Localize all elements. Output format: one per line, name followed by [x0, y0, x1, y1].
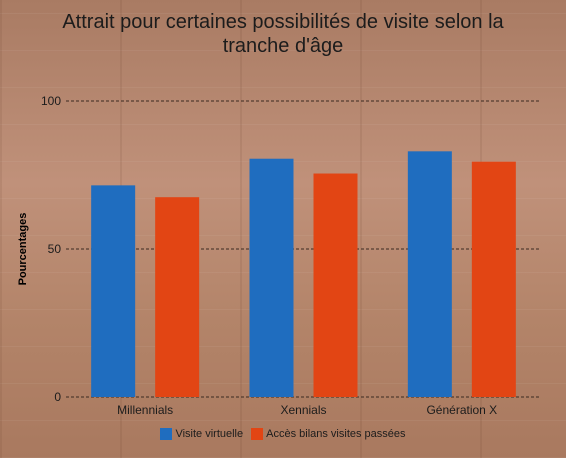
- legend-item-acces-bilans[interactable]: Accès bilans visites passées: [251, 428, 406, 440]
- legend: Visite virtuelle Accès bilans visites pa…: [0, 428, 566, 440]
- x-tick-label: Millennials: [117, 403, 173, 417]
- bar[interactable]: [407, 151, 452, 397]
- legend-swatch: [251, 428, 264, 440]
- y-tick-label: 50: [48, 242, 62, 256]
- bar[interactable]: [313, 173, 358, 397]
- y-tick-label: 100: [41, 94, 61, 108]
- axis-ticks: 0 50 100 Millennials Xennials Génération X: [41, 94, 497, 417]
- y-axis-title: Pourcentages: [17, 213, 29, 286]
- bar[interactable]: [249, 158, 294, 397]
- chart-title-line-1: Attrait pour certaines possibilités de v…: [62, 11, 504, 33]
- legend-label: Visite virtuelle: [175, 428, 244, 440]
- chart-title: Attrait pour certaines possibilités de v…: [0, 10, 566, 58]
- bar[interactable]: [91, 185, 136, 397]
- bars: [91, 151, 516, 397]
- gridlines: [66, 100, 541, 398]
- bar[interactable]: [155, 197, 200, 397]
- legend-label: Accès bilans visites passées: [266, 428, 406, 440]
- legend-swatch: [160, 428, 173, 440]
- x-tick-label: Génération X: [426, 403, 497, 417]
- bar[interactable]: [471, 161, 516, 397]
- y-tick-label: 0: [54, 390, 61, 404]
- legend-item-visite-virtuelle[interactable]: Visite virtuelle: [160, 428, 243, 440]
- x-tick-label: Xennials: [280, 403, 326, 417]
- chart-title-line-2: tranche d'âge: [222, 35, 344, 57]
